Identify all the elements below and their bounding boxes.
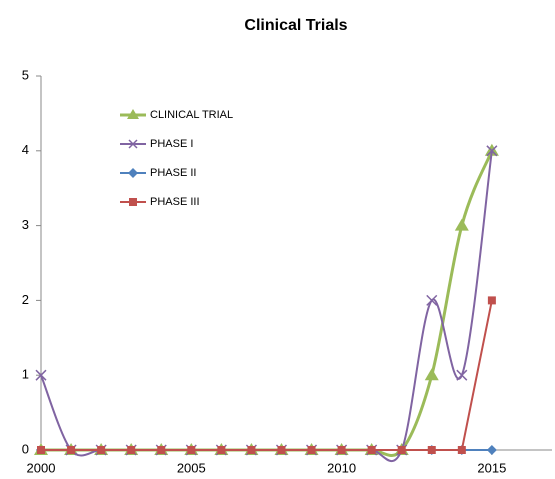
marker (457, 446, 466, 454)
x-tick-label: 2010 (327, 460, 356, 475)
legend-label: PHASE III (150, 196, 200, 208)
series-line (40, 150, 493, 462)
marker (456, 369, 468, 381)
marker (277, 446, 286, 454)
y-tick-label: 3 (22, 217, 29, 232)
marker (307, 446, 316, 454)
y-tick-label: 1 (22, 367, 29, 382)
y-tick-label: 2 (22, 292, 29, 307)
series-line (40, 150, 494, 457)
y-tick-label: 0 (22, 441, 29, 456)
legend-label: CLINICAL TRIAL (150, 109, 233, 121)
marker (427, 446, 436, 454)
marker (187, 446, 196, 454)
marker (37, 446, 45, 454)
legend-marker (128, 139, 138, 149)
legend-marker (129, 198, 137, 206)
x-tick-label: 2005 (177, 460, 206, 475)
marker (247, 446, 256, 454)
marker (367, 446, 376, 454)
legend-marker (127, 109, 139, 119)
series (34, 143, 499, 457)
x-tick-label: 2000 (27, 460, 56, 475)
marker (337, 446, 346, 454)
marker (397, 446, 406, 454)
marker (127, 446, 136, 454)
chart-title: Clinical Trials (244, 17, 347, 34)
legend-label: PHASE I (150, 138, 193, 150)
legend-marker (128, 168, 138, 178)
marker (487, 296, 496, 305)
legend-label: PHASE II (150, 167, 196, 179)
series (37, 296, 496, 454)
marker (486, 445, 497, 455)
marker (454, 218, 469, 231)
series (35, 145, 498, 462)
x-tick-label: 2015 (477, 460, 506, 475)
marker (424, 368, 439, 381)
y-tick-label: 4 (22, 142, 29, 157)
y-tick-label: 5 (22, 67, 29, 82)
marker (486, 145, 498, 157)
marker (157, 446, 166, 454)
marker (97, 446, 106, 454)
series-line (41, 300, 493, 451)
marker (426, 294, 438, 306)
marker (217, 446, 226, 454)
marker (35, 369, 47, 381)
marker (67, 446, 76, 454)
